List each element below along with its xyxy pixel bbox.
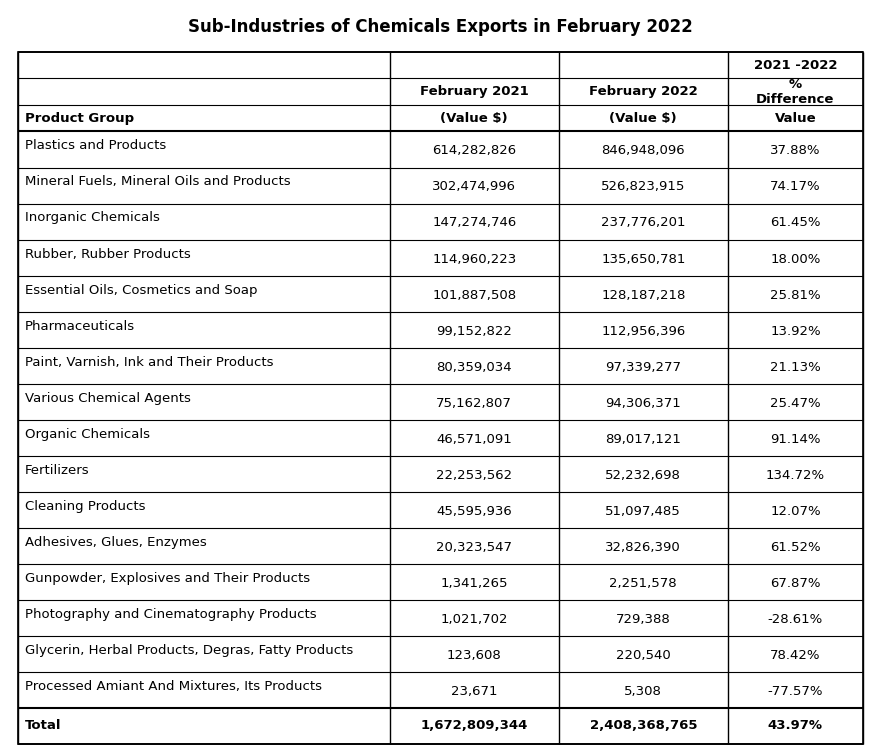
Text: Paint, Varnish, Ink and Their Products: Paint, Varnish, Ink and Their Products: [25, 356, 273, 369]
Text: 5,308: 5,308: [625, 685, 663, 698]
Text: Total: Total: [25, 719, 62, 732]
Text: 99,152,822: 99,152,822: [436, 324, 512, 338]
Text: 75,162,807: 75,162,807: [436, 397, 512, 409]
Text: 61.45%: 61.45%: [770, 216, 820, 229]
Text: 97,339,277: 97,339,277: [605, 360, 681, 374]
Text: 25.81%: 25.81%: [770, 289, 821, 302]
Text: Cleaning Products: Cleaning Products: [25, 500, 145, 513]
Text: 135,650,781: 135,650,781: [601, 253, 685, 265]
Text: 91.14%: 91.14%: [770, 433, 820, 446]
Text: Rubber, Rubber Products: Rubber, Rubber Products: [25, 247, 191, 261]
Text: 32,826,390: 32,826,390: [605, 541, 681, 553]
Text: 2,408,368,765: 2,408,368,765: [589, 719, 697, 732]
Text: -77.57%: -77.57%: [767, 685, 823, 698]
Text: 2021 -2022: 2021 -2022: [753, 59, 837, 72]
Text: 526,823,915: 526,823,915: [601, 180, 685, 194]
Text: Mineral Fuels, Mineral Oils and Products: Mineral Fuels, Mineral Oils and Products: [25, 176, 291, 188]
Text: 80,359,034: 80,359,034: [436, 360, 512, 374]
Text: (Value $): (Value $): [440, 112, 508, 124]
Text: Pharmaceuticals: Pharmaceuticals: [25, 320, 135, 333]
Text: 112,956,396: 112,956,396: [601, 324, 685, 338]
Text: 123,608: 123,608: [447, 649, 501, 662]
Text: 18.00%: 18.00%: [770, 253, 820, 265]
Text: 614,282,826: 614,282,826: [433, 145, 516, 158]
Text: 37.88%: 37.88%: [770, 145, 820, 158]
Text: -28.61%: -28.61%: [767, 613, 823, 626]
Text: Gunpowder, Explosives and Their Products: Gunpowder, Explosives and Their Products: [25, 572, 310, 585]
Text: 20,323,547: 20,323,547: [436, 541, 512, 553]
Text: 43.97%: 43.97%: [768, 719, 823, 732]
Text: Plastics and Products: Plastics and Products: [25, 139, 167, 152]
Text: 46,571,091: 46,571,091: [436, 433, 512, 446]
Text: 2,251,578: 2,251,578: [610, 577, 677, 590]
Text: 51,097,485: 51,097,485: [605, 504, 681, 518]
Text: 1,341,265: 1,341,265: [440, 577, 508, 590]
Text: 846,948,096: 846,948,096: [602, 145, 685, 158]
Text: Various Chemical Agents: Various Chemical Agents: [25, 391, 191, 405]
Text: 12.07%: 12.07%: [770, 504, 821, 518]
Text: Fertilizers: Fertilizers: [25, 464, 90, 477]
Text: 134.72%: 134.72%: [766, 469, 825, 482]
Text: 78.42%: 78.42%: [770, 649, 820, 662]
Text: Glycerin, Herbal Products, Degras, Fatty Products: Glycerin, Herbal Products, Degras, Fatty…: [25, 644, 353, 657]
Text: 147,274,746: 147,274,746: [433, 216, 516, 229]
Text: Essential Oils, Cosmetics and Soap: Essential Oils, Cosmetics and Soap: [25, 284, 257, 296]
Text: 94,306,371: 94,306,371: [605, 397, 681, 409]
Text: 114,960,223: 114,960,223: [433, 253, 516, 265]
Text: Sub-Industries of Chemicals Exports in February 2022: Sub-Industries of Chemicals Exports in F…: [189, 18, 692, 36]
Text: 22,253,562: 22,253,562: [436, 469, 513, 482]
Text: 128,187,218: 128,187,218: [601, 289, 685, 302]
Text: 13.92%: 13.92%: [770, 324, 821, 338]
Text: 220,540: 220,540: [616, 649, 670, 662]
Text: Organic Chemicals: Organic Chemicals: [25, 428, 150, 440]
Text: 74.17%: 74.17%: [770, 180, 821, 194]
Text: Adhesives, Glues, Enzymes: Adhesives, Glues, Enzymes: [25, 536, 207, 549]
Text: 101,887,508: 101,887,508: [433, 289, 516, 302]
Text: February 2022: February 2022: [589, 85, 698, 98]
Text: Photography and Cinematography Products: Photography and Cinematography Products: [25, 608, 316, 621]
Text: 67.87%: 67.87%: [770, 577, 820, 590]
Text: 89,017,121: 89,017,121: [605, 433, 681, 446]
Text: 45,595,936: 45,595,936: [436, 504, 512, 518]
Text: 52,232,698: 52,232,698: [605, 469, 681, 482]
Text: (Value $): (Value $): [610, 112, 677, 124]
Text: 1,672,809,344: 1,672,809,344: [420, 719, 528, 732]
Text: Processed Amiant And Mixtures, Its Products: Processed Amiant And Mixtures, Its Produ…: [25, 680, 322, 693]
Text: 23,671: 23,671: [451, 685, 498, 698]
Text: 729,388: 729,388: [616, 613, 670, 626]
Text: 237,776,201: 237,776,201: [601, 216, 685, 229]
Text: 21.13%: 21.13%: [770, 360, 821, 374]
Text: %
Difference: % Difference: [756, 78, 834, 106]
Text: Product Group: Product Group: [25, 112, 134, 124]
Text: 61.52%: 61.52%: [770, 541, 821, 553]
Text: Value: Value: [774, 112, 816, 124]
Text: 302,474,996: 302,474,996: [433, 180, 516, 194]
Text: 25.47%: 25.47%: [770, 397, 821, 409]
Text: February 2021: February 2021: [420, 85, 529, 98]
Text: 1,021,702: 1,021,702: [440, 613, 508, 626]
Text: Inorganic Chemicals: Inorganic Chemicals: [25, 211, 159, 225]
